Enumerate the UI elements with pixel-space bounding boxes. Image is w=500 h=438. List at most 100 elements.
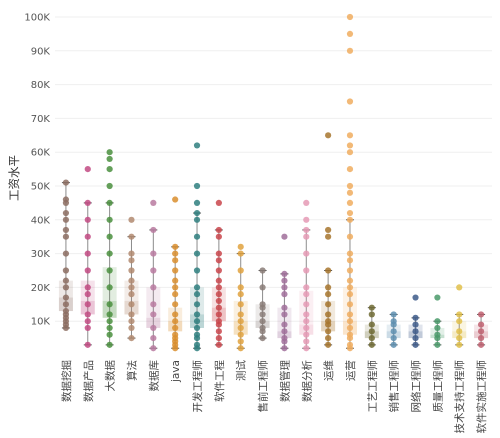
data-point [259,267,266,274]
data-point [128,284,135,291]
data-point [303,324,310,332]
data-point [106,155,113,163]
data-point [215,250,222,257]
data-point [150,335,157,342]
x-tick-label: 测试 [235,360,248,381]
data-point [237,331,244,338]
data-point [346,257,354,264]
data-point [346,30,354,37]
box-upper [80,280,95,301]
data-points [62,13,485,352]
data-point [346,182,354,190]
box-upper [211,287,226,308]
data-point [346,324,354,332]
x-tick-label: 技术支持工程师 [453,360,466,434]
data-point [84,216,91,223]
data-point [346,291,354,298]
box-lower [408,331,423,339]
data-point [84,267,91,274]
x-tick-label: 数据分析 [300,360,313,402]
data-point [281,345,288,352]
data-point [303,250,310,257]
data-point [346,166,354,173]
data-point [346,13,354,21]
data-point [325,226,332,234]
data-point [62,307,70,315]
box-upper [364,324,379,332]
data-point [346,233,354,240]
data-point [84,311,91,318]
data-point [390,341,397,348]
box-lower [386,331,401,339]
data-point [368,328,375,335]
data-point [390,328,397,335]
data-point [346,216,354,223]
y-tick-label: 80K [31,80,51,91]
data-point [325,335,332,342]
data-point [172,318,179,325]
x-tick-label: 销售工程师 [388,360,401,413]
data-point [106,284,113,291]
data-point [106,149,113,156]
data-point [281,270,288,277]
data-point [62,226,70,234]
data-point [346,267,354,274]
y-tick-label: 10K [31,317,51,328]
data-point [390,335,397,342]
data-point [434,331,441,338]
box-lower [124,300,139,315]
box-upper [452,321,467,332]
data-point [303,233,310,240]
data-point [106,233,113,240]
data-point [172,291,179,298]
data-point [456,284,463,291]
y-tick-label: 100K [24,13,50,24]
data-point [150,301,157,308]
x-tick-label: 算法 [125,360,138,381]
data-point [237,250,244,257]
data-point [477,341,485,348]
data-point [346,284,354,291]
data-point [128,301,135,308]
data-point [106,216,113,223]
data-point [106,182,113,190]
data-point [150,199,157,206]
data-point [215,318,222,325]
data-point [412,314,419,321]
box-upper [124,280,139,301]
data-point [325,233,332,240]
data-point [434,294,441,301]
data-point [259,311,266,318]
x-tick-label: 售前工程师 [257,360,270,413]
data-point [84,250,91,257]
box-lower [102,300,117,318]
data-point [215,199,222,206]
data-point [193,324,201,332]
data-point [325,291,332,298]
y-tick-label: 70K [31,114,51,125]
data-point [412,335,419,342]
x-tick-label: 运维 [322,360,335,381]
y-tick-label: 30K [31,249,51,260]
data-point [172,311,179,318]
data-point [215,297,222,305]
data-point [193,267,201,274]
data-point [346,311,354,318]
data-point [303,311,310,318]
box-lower [474,331,489,339]
data-point [259,284,266,291]
data-point [412,328,419,335]
data-point [106,318,113,325]
box-upper [277,307,292,332]
data-point [193,318,201,325]
data-point [259,318,266,325]
data-point [215,304,222,311]
data-point [193,182,201,190]
data-point [193,331,201,338]
data-point [128,324,135,332]
data-point [172,331,179,338]
data-point [259,335,266,342]
data-point [193,250,201,257]
data-point [193,216,201,223]
box-upper [430,327,445,335]
